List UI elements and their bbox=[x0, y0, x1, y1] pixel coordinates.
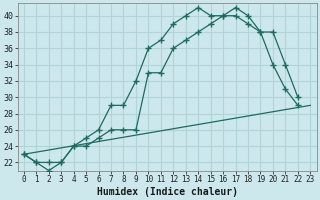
X-axis label: Humidex (Indice chaleur): Humidex (Indice chaleur) bbox=[97, 186, 237, 197]
